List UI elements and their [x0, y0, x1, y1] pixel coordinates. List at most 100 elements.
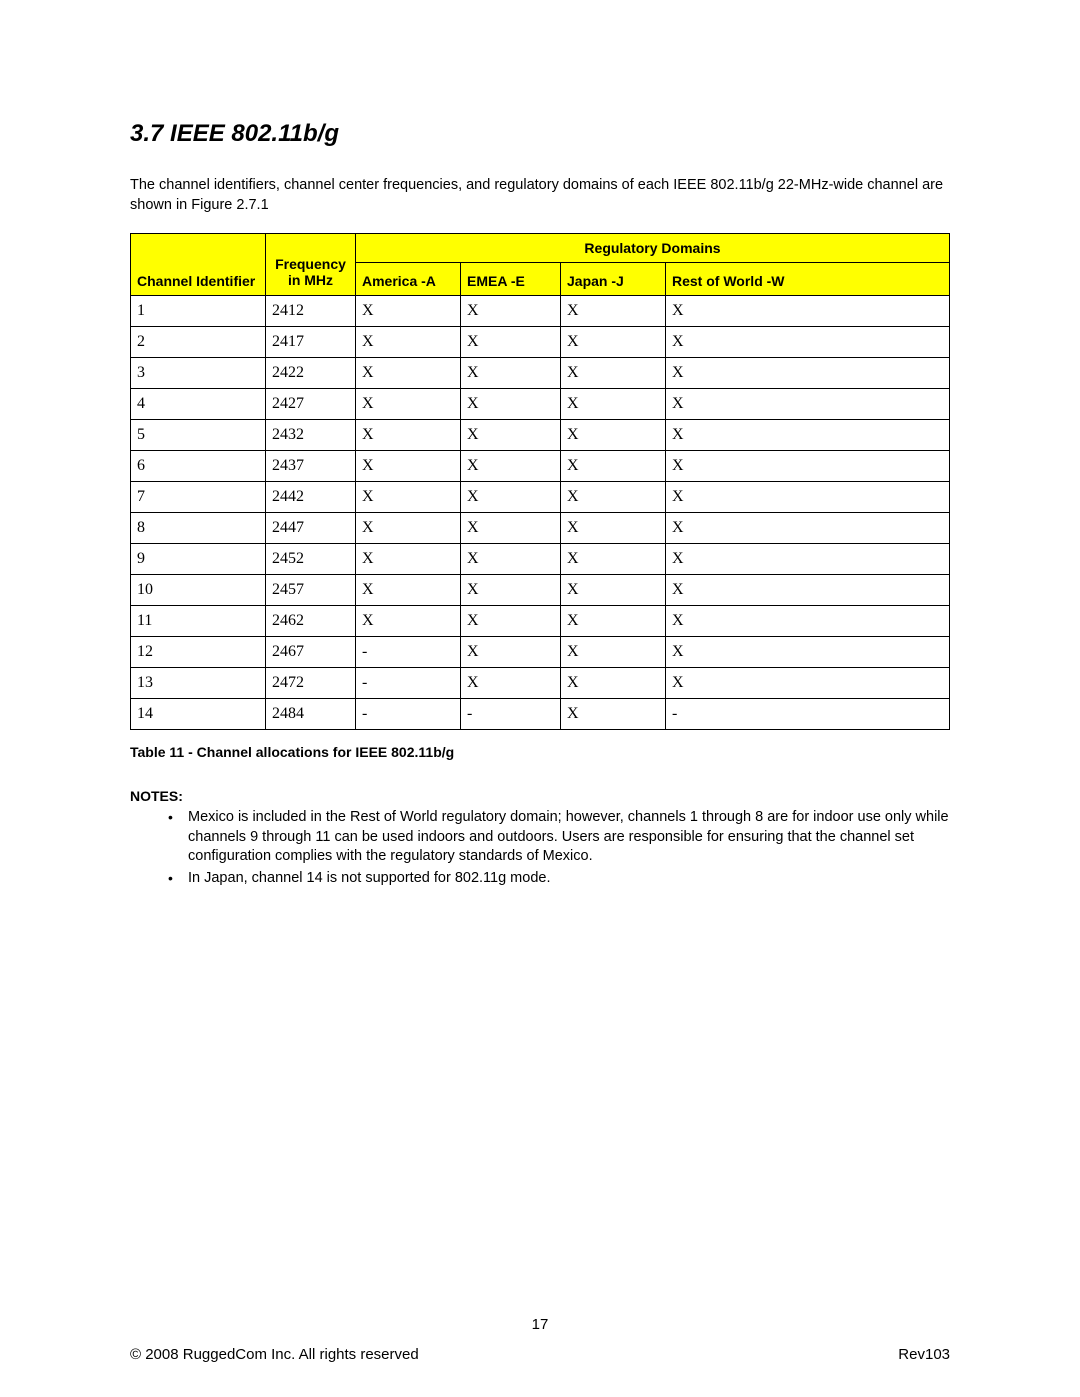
table-row: 122467-XXX: [131, 637, 950, 668]
table-cell-america: X: [356, 575, 461, 606]
table-cell-america: X: [356, 544, 461, 575]
table-cell-id: 4: [131, 389, 266, 420]
table-cell-freq: 2447: [266, 513, 356, 544]
table-cell-america: -: [356, 668, 461, 699]
footer-copyright: © 2008 RuggedCom Inc. All rights reserve…: [130, 1346, 419, 1363]
col-header-japan: Japan -J: [561, 263, 666, 296]
table-cell-id: 1: [131, 296, 266, 327]
table-cell-freq: 2457: [266, 575, 356, 606]
table-row: 92452XXXX: [131, 544, 950, 575]
channel-allocation-table: Channel Identifier Frequencyin MHz Regul…: [130, 233, 950, 730]
table-row: 72442XXXX: [131, 482, 950, 513]
table-cell-id: 12: [131, 637, 266, 668]
notes-label: NOTES:: [130, 788, 950, 804]
table-cell-america: X: [356, 296, 461, 327]
table-cell-emea: -: [461, 699, 561, 730]
col-header-rest-of-world: Rest of World -W: [666, 263, 950, 296]
table-cell-japan: X: [561, 668, 666, 699]
table-cell-freq: 2437: [266, 451, 356, 482]
table-cell-rest: X: [666, 513, 950, 544]
table-cell-rest: X: [666, 637, 950, 668]
table-cell-america: X: [356, 606, 461, 637]
table-row: 22417XXXX: [131, 327, 950, 358]
footer-revision: Rev103: [898, 1346, 950, 1363]
table-cell-freq: 2484: [266, 699, 356, 730]
intro-paragraph: The channel identifiers, channel center …: [130, 176, 950, 215]
table-cell-america: X: [356, 513, 461, 544]
table-cell-id: 5: [131, 420, 266, 451]
table-caption: Table 11 - Channel allocations for IEEE …: [130, 744, 950, 760]
table-row: 82447XXXX: [131, 513, 950, 544]
table-cell-rest: X: [666, 420, 950, 451]
table-cell-rest: X: [666, 668, 950, 699]
table-row: 102457XXXX: [131, 575, 950, 606]
table-cell-id: 8: [131, 513, 266, 544]
table-cell-emea: X: [461, 389, 561, 420]
table-cell-japan: X: [561, 389, 666, 420]
table-cell-id: 13: [131, 668, 266, 699]
table-cell-freq: 2412: [266, 296, 356, 327]
table-cell-freq: 2467: [266, 637, 356, 668]
table-cell-america: -: [356, 637, 461, 668]
table-cell-freq: 2472: [266, 668, 356, 699]
page-footer: © 2008 RuggedCom Inc. All rights reserve…: [130, 1346, 950, 1363]
table-cell-id: 9: [131, 544, 266, 575]
table-cell-rest: X: [666, 451, 950, 482]
table-row: 42427XXXX: [131, 389, 950, 420]
table-cell-emea: X: [461, 544, 561, 575]
frequency-label: Frequencyin MHz: [275, 256, 346, 289]
table-cell-id: 6: [131, 451, 266, 482]
table-cell-rest: X: [666, 389, 950, 420]
table-cell-japan: X: [561, 575, 666, 606]
notes-item: In Japan, channel 14 is not supported fo…: [188, 869, 950, 889]
table-cell-freq: 2462: [266, 606, 356, 637]
table-cell-japan: X: [561, 513, 666, 544]
table-cell-id: 10: [131, 575, 266, 606]
table-cell-freq: 2422: [266, 358, 356, 389]
table-cell-emea: X: [461, 637, 561, 668]
col-header-channel-identifier: Channel Identifier: [131, 234, 266, 296]
col-header-regulatory-domains: Regulatory Domains: [356, 234, 950, 263]
table-cell-japan: X: [561, 699, 666, 730]
table-cell-emea: X: [461, 482, 561, 513]
table-row: 132472-XXX: [131, 668, 950, 699]
table-cell-id: 11: [131, 606, 266, 637]
section-heading: 3.7 IEEE 802.11b/g: [130, 120, 950, 148]
table-cell-id: 14: [131, 699, 266, 730]
table-row: 52432XXXX: [131, 420, 950, 451]
table-cell-japan: X: [561, 358, 666, 389]
table-cell-america: X: [356, 482, 461, 513]
table-cell-emea: X: [461, 327, 561, 358]
table-cell-japan: X: [561, 420, 666, 451]
notes-item: Mexico is included in the Rest of World …: [188, 808, 950, 867]
table-cell-japan: X: [561, 327, 666, 358]
table-cell-rest: X: [666, 358, 950, 389]
table-cell-freq: 2417: [266, 327, 356, 358]
table-cell-america: X: [356, 327, 461, 358]
table-row: 32422XXXX: [131, 358, 950, 389]
table-row: 62437XXXX: [131, 451, 950, 482]
table-cell-rest: -: [666, 699, 950, 730]
table-row: 142484--X-: [131, 699, 950, 730]
table-cell-japan: X: [561, 606, 666, 637]
table-cell-emea: X: [461, 575, 561, 606]
table-cell-rest: X: [666, 327, 950, 358]
table-cell-freq: 2452: [266, 544, 356, 575]
col-header-america: America -A: [356, 263, 461, 296]
table-cell-rest: X: [666, 544, 950, 575]
table-cell-america: X: [356, 451, 461, 482]
table-cell-id: 7: [131, 482, 266, 513]
table-cell-rest: X: [666, 575, 950, 606]
table-cell-emea: X: [461, 606, 561, 637]
table-cell-id: 3: [131, 358, 266, 389]
table-cell-emea: X: [461, 358, 561, 389]
table-cell-america: -: [356, 699, 461, 730]
table-row: 12412XXXX: [131, 296, 950, 327]
table-cell-freq: 2442: [266, 482, 356, 513]
table-cell-rest: X: [666, 482, 950, 513]
table-cell-rest: X: [666, 296, 950, 327]
table-cell-america: X: [356, 358, 461, 389]
table-cell-freq: 2427: [266, 389, 356, 420]
col-header-emea: EMEA -E: [461, 263, 561, 296]
table-cell-id: 2: [131, 327, 266, 358]
